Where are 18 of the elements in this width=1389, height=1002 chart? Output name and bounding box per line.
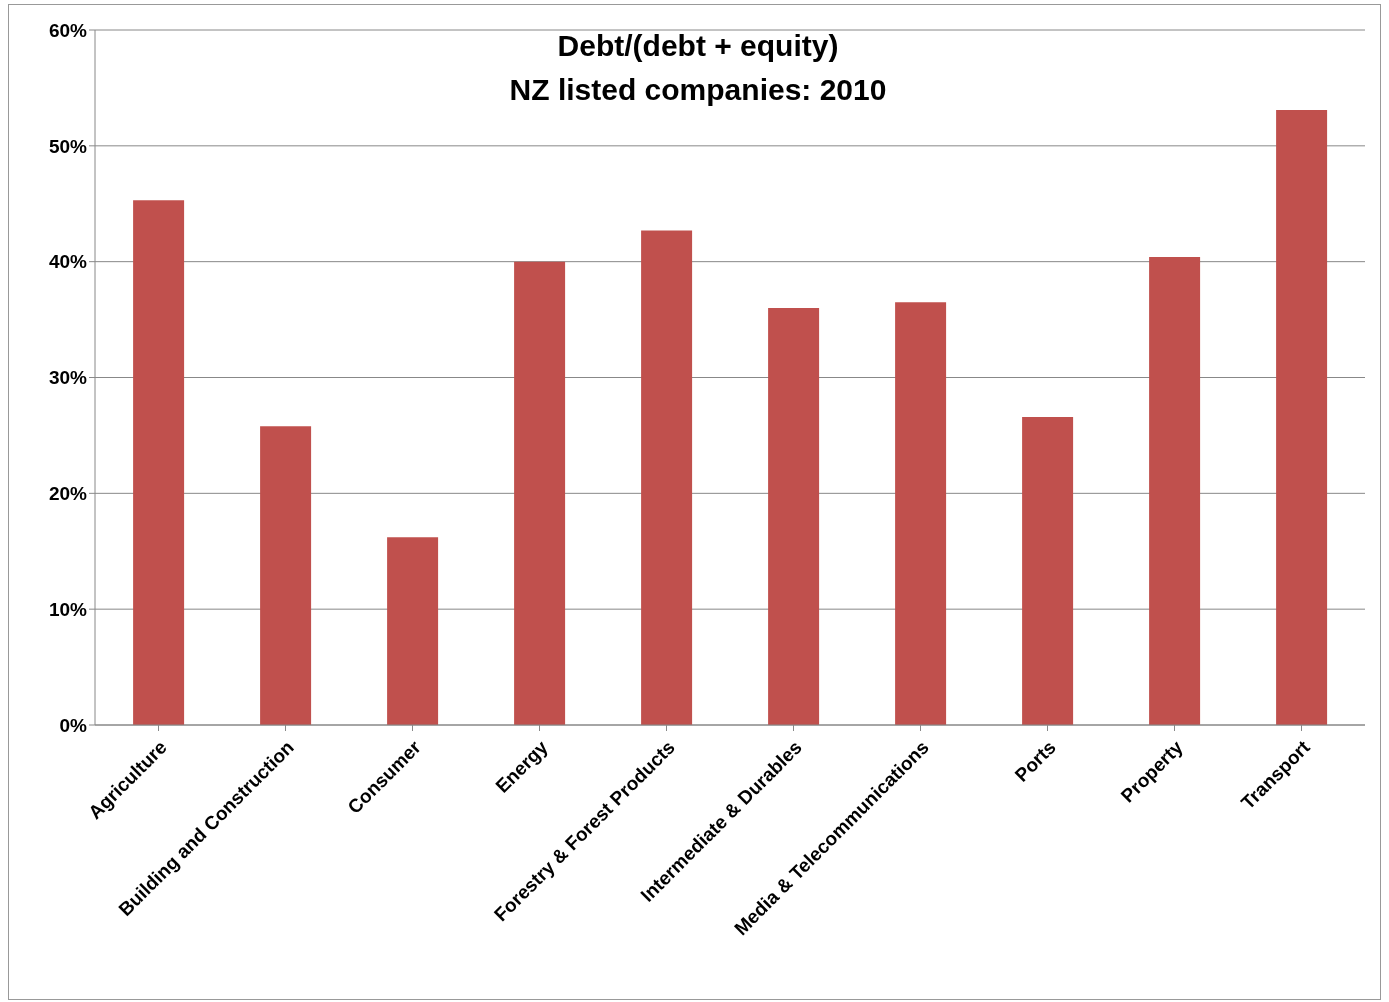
bar <box>1022 416 1074 725</box>
y-tick-label: 20% <box>48 483 88 505</box>
bar <box>260 426 312 725</box>
bar <box>1276 109 1328 725</box>
bar <box>514 261 566 725</box>
y-tick-label: 40% <box>48 251 88 273</box>
bar <box>641 230 693 725</box>
bar <box>133 200 185 725</box>
bar <box>768 308 820 725</box>
bar <box>1149 257 1201 725</box>
text: Debt/(debt + equity) NZ listed companies: 2010 <box>508 28 888 108</box>
y-tick-label: 60% <box>48 19 88 41</box>
bar <box>895 302 947 725</box>
y-tick-label: 0% <box>59 714 88 736</box>
y-tick-label: 10% <box>48 598 88 620</box>
y-tick-label: 50% <box>48 135 88 157</box>
bar <box>387 537 439 725</box>
y-tick-label: 30% <box>48 367 88 389</box>
